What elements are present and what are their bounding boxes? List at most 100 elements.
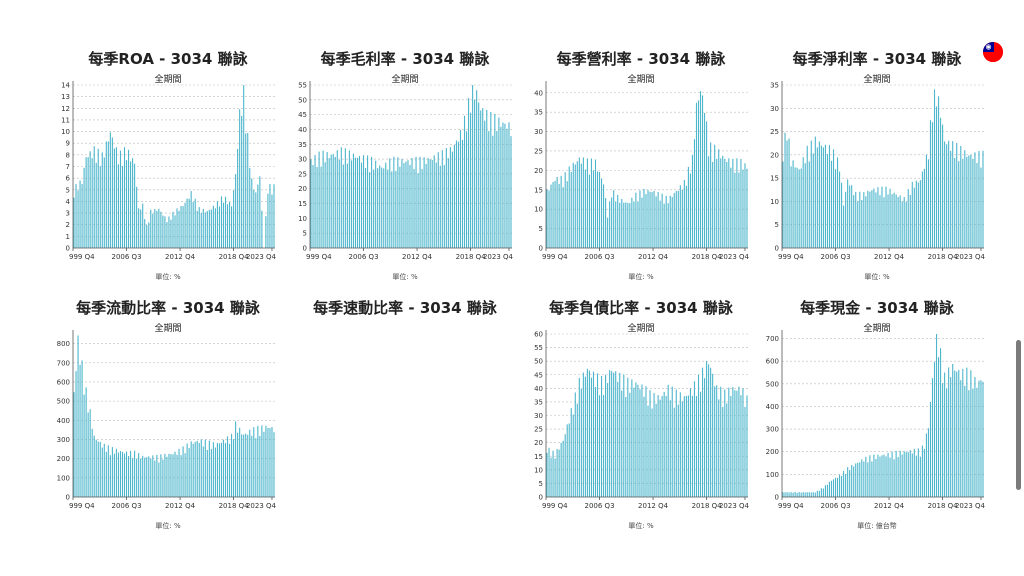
- bar: [206, 211, 208, 248]
- bar: [243, 434, 245, 497]
- bar: [255, 438, 257, 497]
- bar: [917, 448, 919, 497]
- bar: [740, 158, 742, 248]
- bar: [738, 172, 740, 248]
- y-tick-label: 400: [57, 417, 70, 425]
- bar: [958, 161, 960, 248]
- bar: [233, 439, 235, 497]
- x-tick-label: 2018 Q4: [219, 502, 250, 510]
- scrollbar-thumb[interactable]: [1016, 340, 1021, 490]
- bar: [212, 205, 214, 248]
- bar: [788, 138, 790, 248]
- bar: [562, 187, 564, 248]
- bar: [127, 149, 130, 248]
- bar: [318, 151, 320, 248]
- bar: [562, 440, 564, 497]
- bar: [413, 168, 415, 248]
- bar: [75, 371, 77, 497]
- bar: [944, 141, 946, 248]
- bar: [158, 462, 160, 497]
- bar: [635, 382, 637, 497]
- x-tick-label: 2012 Q4: [638, 502, 669, 510]
- bar: [631, 379, 633, 497]
- bar: [613, 372, 615, 497]
- bar: [259, 176, 261, 248]
- bar: [818, 141, 820, 248]
- taiwan-flag-icon[interactable]: [983, 42, 1003, 62]
- bar: [344, 148, 346, 248]
- bar: [611, 197, 613, 248]
- bar: [964, 150, 966, 248]
- bar: [691, 395, 694, 497]
- bar: [704, 378, 706, 497]
- bar: [77, 335, 79, 497]
- bar: [603, 184, 605, 248]
- bar: [267, 427, 269, 497]
- bar: [798, 492, 800, 497]
- bar: [115, 448, 117, 497]
- page-scrollbar[interactable]: [1014, 8, 1023, 568]
- bar: [665, 195, 667, 248]
- chart-title: 每季負債比率 - 3034 聯詠: [549, 299, 733, 317]
- bar: [172, 454, 174, 497]
- bar: [617, 194, 619, 248]
- bar: [91, 158, 93, 248]
- bar: [99, 441, 101, 497]
- bar: [134, 163, 136, 248]
- bar: [893, 459, 895, 497]
- y-tick-label: 600: [57, 378, 70, 386]
- bar: [722, 155, 724, 248]
- bar: [836, 157, 839, 248]
- bar: [964, 385, 966, 497]
- bar: [474, 99, 476, 248]
- bar: [190, 441, 192, 497]
- bar: [212, 442, 214, 497]
- bar: [182, 206, 184, 248]
- bar: [804, 163, 806, 248]
- bar: [879, 195, 881, 248]
- chart-title: 每季毛利率 - 3034 聯詠: [320, 50, 490, 68]
- bar: [865, 196, 867, 248]
- x-tick-label: 2018 Q4: [928, 502, 959, 510]
- bar: [853, 195, 855, 248]
- bar: [790, 492, 792, 497]
- bar: [180, 205, 182, 248]
- bar: [641, 197, 643, 248]
- bar: [732, 158, 734, 248]
- bar: [99, 166, 101, 248]
- bar: [712, 373, 714, 497]
- bar: [742, 169, 744, 248]
- bar: [570, 171, 572, 248]
- bar: [950, 377, 952, 497]
- bar: [659, 399, 661, 497]
- bar: [818, 490, 820, 497]
- bar: [568, 166, 570, 248]
- bar: [73, 197, 75, 248]
- x-tick-label: 2023 Q4: [246, 502, 277, 510]
- bar: [923, 448, 925, 497]
- bar: [125, 451, 128, 497]
- bar: [200, 439, 202, 497]
- bar: [461, 139, 464, 248]
- bar: [933, 361, 936, 497]
- bar: [594, 387, 597, 497]
- bar: [148, 456, 150, 497]
- chart-panel-operating-margin: 每季營利率 - 3034 聯詠 全期間 單位: % 0 5 10 15 20 25 30 35 40 9…: [526, 43, 756, 283]
- bar: [710, 367, 712, 497]
- bar: [600, 376, 603, 497]
- bar: [502, 122, 504, 248]
- bar: [237, 148, 239, 248]
- bar: [222, 202, 225, 248]
- bar: [427, 158, 429, 248]
- bar: [946, 388, 948, 497]
- bar: [927, 428, 930, 497]
- bar: [641, 384, 643, 497]
- bar: [146, 457, 148, 497]
- bar: [548, 447, 550, 497]
- bar: [172, 211, 174, 248]
- x-tick-label: 2023 Q4: [246, 253, 277, 261]
- x-tick-label: 999 Q4: [306, 253, 332, 261]
- bar: [948, 140, 950, 248]
- bar: [859, 191, 861, 248]
- bar: [802, 492, 804, 497]
